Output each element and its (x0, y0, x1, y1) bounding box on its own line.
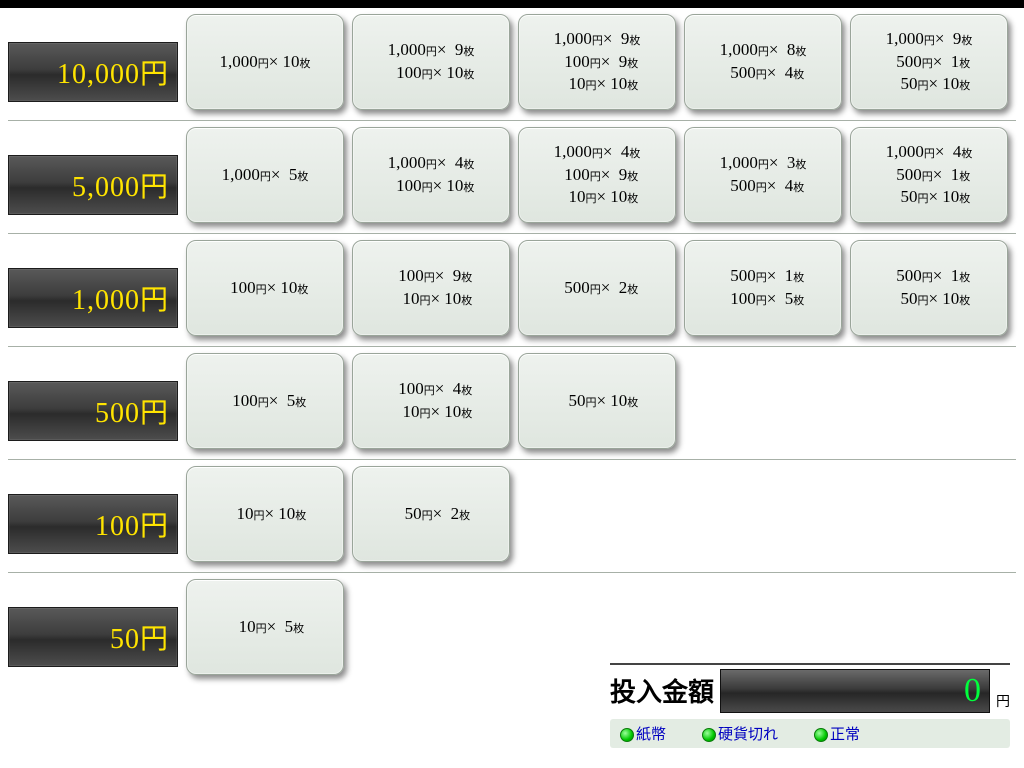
status-led-icon (814, 728, 828, 742)
denomination-grid: 10,000円1,000円× 10枚1,000円× 9枚 100円× 10枚1,… (0, 8, 1024, 685)
denomination-label: 500円 (8, 381, 178, 441)
denomination-row: 1,000円 100円× 10枚 100円× 9枚 10円× 10枚 500円×… (8, 234, 1016, 347)
denomination-label: 1,000円 (8, 268, 178, 328)
status-label: 正常 (830, 726, 860, 743)
change-option-button[interactable]: 1,000円× 9枚 100円× 9枚 10円× 10枚 (518, 14, 676, 110)
change-option-button[interactable]: 100円× 4枚 10円× 10枚 (352, 353, 510, 449)
change-option-button[interactable]: 1,000円× 9枚 100円× 10枚 (352, 14, 510, 110)
denomination-row: 5,000円1,000円× 5枚1,000円× 4枚 100円× 10枚1,00… (8, 121, 1016, 234)
footer-panel: 投入金額 0 円 紙幣 硬貨切れ 正常 (610, 663, 1010, 748)
denomination-row: 100円 10円× 10枚 50円× 2枚 (8, 460, 1016, 573)
window-top-border (0, 0, 1024, 8)
change-option-button[interactable]: 1,000円× 9枚 500円× 1枚 50円× 10枚 (850, 14, 1008, 110)
denomination-row: 10,000円1,000円× 10枚1,000円× 9枚 100円× 10枚1,… (8, 8, 1016, 121)
status-led-icon (620, 728, 634, 742)
denomination-row: 500円 100円× 5枚 100円× 4枚 10円× 10枚 50円× 10枚 (8, 347, 1016, 460)
inserted-amount-label: 投入金額 (610, 672, 714, 713)
change-option-button[interactable]: 1,000円× 8枚 500円× 4枚 (684, 14, 842, 110)
denomination-label: 50円 (8, 607, 178, 667)
change-option-button[interactable]: 50円× 2枚 (352, 466, 510, 562)
status-label: 紙幣 (636, 726, 666, 743)
change-option-button[interactable]: 1,000円× 4枚 100円× 9枚 10円× 10枚 (518, 127, 676, 223)
status-item: 正常 (814, 723, 860, 744)
change-option-button[interactable]: 100円× 9枚 10円× 10枚 (352, 240, 510, 336)
change-option-button[interactable]: 10円× 10枚 (186, 466, 344, 562)
status-led-icon (702, 728, 716, 742)
change-option-button[interactable]: 1,000円× 10枚 (186, 14, 344, 110)
change-option-button[interactable]: 100円× 10枚 (186, 240, 344, 336)
change-option-button[interactable]: 500円× 1枚 100円× 5枚 (684, 240, 842, 336)
change-option-button[interactable]: 500円× 2枚 (518, 240, 676, 336)
change-option-button[interactable]: 10円× 5枚 (186, 579, 344, 675)
change-option-button[interactable]: 1,000円× 3枚 500円× 4枚 (684, 127, 842, 223)
status-label: 硬貨切れ (718, 726, 778, 743)
denomination-label: 100円 (8, 494, 178, 554)
inserted-amount-value: 0 (964, 672, 981, 710)
change-option-button[interactable]: 50円× 10枚 (518, 353, 676, 449)
status-row: 紙幣 硬貨切れ 正常 (610, 719, 1010, 748)
inserted-amount-row: 投入金額 0 円 (610, 663, 1010, 713)
denomination-label: 5,000円 (8, 155, 178, 215)
change-option-button[interactable]: 500円× 1枚 50円× 10枚 (850, 240, 1008, 336)
change-option-button[interactable]: 100円× 5枚 (186, 353, 344, 449)
change-option-button[interactable]: 1,000円× 5枚 (186, 127, 344, 223)
inserted-amount-display: 0 (720, 669, 990, 713)
change-option-button[interactable]: 1,000円× 4枚 500円× 1枚 50円× 10枚 (850, 127, 1008, 223)
status-item: 硬貨切れ (702, 723, 778, 744)
yen-suffix: 円 (996, 691, 1010, 713)
status-item: 紙幣 (620, 723, 666, 744)
change-option-button[interactable]: 1,000円× 4枚 100円× 10枚 (352, 127, 510, 223)
denomination-label: 10,000円 (8, 42, 178, 102)
